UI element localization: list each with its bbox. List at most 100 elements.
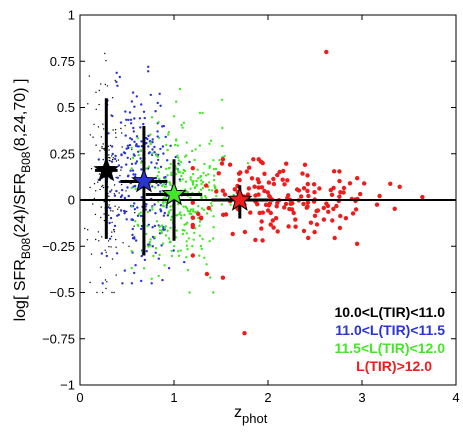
data-point	[200, 207, 204, 210]
data-point	[147, 245, 150, 248]
data-point	[111, 221, 113, 224]
data-point	[115, 160, 118, 162]
data-point	[110, 210, 112, 212]
data-point	[189, 176, 192, 179]
data-point	[281, 168, 286, 174]
data-point	[130, 250, 133, 253]
data-point	[160, 184, 164, 188]
data-point	[106, 281, 108, 283]
data-point	[121, 282, 124, 285]
data-point	[291, 210, 296, 216]
data-point	[139, 211, 142, 214]
data-point	[192, 238, 195, 241]
data-point	[120, 153, 123, 156]
data-point	[212, 167, 216, 171]
data-point	[111, 155, 113, 157]
data-point	[96, 291, 98, 294]
data-point	[102, 148, 105, 150]
data-point	[153, 166, 157, 169]
data-point	[204, 196, 208, 200]
data-point	[102, 143, 104, 145]
data-point	[208, 142, 211, 145]
data-point	[133, 140, 136, 143]
x-tick-label: 4	[452, 390, 459, 405]
data-point	[220, 188, 225, 193]
y-tick-label: −0.25	[42, 239, 75, 254]
data-point	[205, 212, 209, 215]
data-point	[162, 152, 165, 155]
data-point	[148, 240, 152, 244]
data-point	[262, 188, 267, 194]
data-point	[108, 156, 110, 159]
data-point	[145, 141, 148, 145]
data-point	[103, 219, 106, 222]
data-point	[220, 275, 226, 280]
data-point	[388, 181, 393, 186]
data-point	[146, 137, 149, 141]
data-point	[113, 193, 116, 195]
data-point	[170, 249, 173, 253]
data-point	[117, 159, 120, 161]
data-point	[176, 213, 179, 217]
data-point	[127, 194, 130, 198]
data-point	[157, 274, 160, 278]
data-point	[255, 202, 260, 207]
data-point	[151, 148, 154, 151]
data-point	[130, 266, 133, 270]
data-point	[374, 202, 380, 207]
data-point	[113, 231, 116, 233]
data-point	[213, 178, 216, 182]
data-point	[134, 264, 137, 267]
data-point	[95, 190, 97, 192]
data-point	[329, 192, 335, 197]
y-axis-title-pre: log[ SFR	[12, 259, 29, 321]
data-point	[192, 208, 195, 211]
data-point	[237, 177, 242, 183]
data-point	[125, 190, 127, 192]
data-point	[205, 263, 208, 266]
data-point	[220, 157, 226, 162]
data-point	[154, 251, 157, 254]
data-point	[179, 179, 182, 183]
data-point	[220, 98, 224, 102]
data-point	[130, 138, 134, 141]
data-point	[153, 235, 156, 239]
data-point	[271, 225, 276, 230]
data-point	[392, 206, 397, 211]
data-point	[149, 238, 152, 241]
data-point	[151, 138, 154, 141]
data-point	[328, 187, 333, 193]
data-point	[113, 229, 115, 231]
data-point	[213, 186, 217, 190]
data-point	[114, 129, 117, 131]
data-point	[150, 116, 154, 119]
data-point	[253, 237, 258, 243]
data-point	[169, 162, 172, 166]
data-point	[137, 153, 140, 157]
data-point	[140, 168, 143, 171]
data-point	[108, 195, 110, 198]
data-point	[100, 206, 102, 208]
data-point	[147, 70, 150, 73]
data-point	[301, 228, 307, 234]
data-point	[180, 174, 183, 178]
data-point	[103, 200, 105, 203]
data-point	[132, 153, 135, 156]
data-point	[88, 75, 91, 77]
data-point	[115, 80, 118, 84]
y-axis-title-sub1: B08	[19, 237, 33, 259]
data-point	[242, 331, 247, 336]
data-point	[191, 149, 194, 153]
data-point	[199, 176, 202, 179]
data-point	[184, 155, 187, 158]
data-point	[185, 240, 188, 243]
data-point	[195, 183, 198, 187]
data-point	[166, 229, 169, 232]
data-point	[156, 158, 160, 162]
data-point	[175, 139, 178, 142]
data-point	[112, 97, 114, 99]
data-point	[246, 162, 250, 165]
data-point	[134, 220, 137, 223]
data-point	[189, 187, 192, 190]
